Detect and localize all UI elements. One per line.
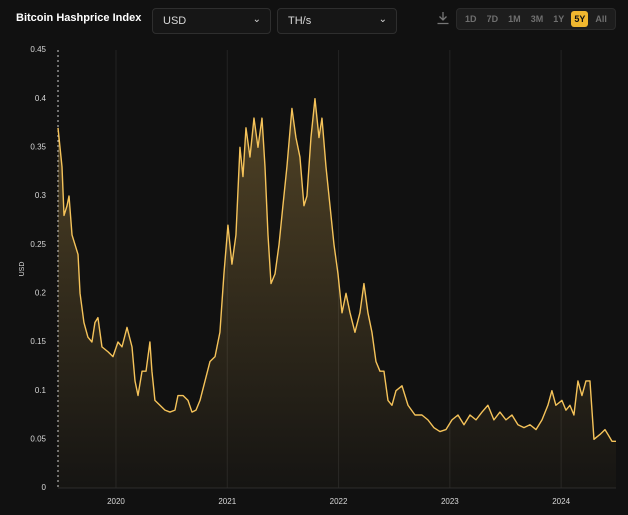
y-tick-label: 0.3 bbox=[35, 191, 47, 200]
x-tick-label: 2024 bbox=[552, 497, 570, 506]
chevron: ⌄ bbox=[252, 14, 261, 25]
y-tick-label: 0.05 bbox=[30, 434, 46, 443]
y-tick-label: 0.4 bbox=[35, 94, 47, 103]
chevron: ⌄ bbox=[378, 14, 387, 25]
range-button[interactable]: 1Y bbox=[553, 14, 565, 24]
unit-value: TH/s bbox=[288, 15, 312, 27]
x-tick-label: 2022 bbox=[330, 497, 348, 506]
range-button[interactable]: 3M bbox=[530, 14, 544, 24]
range-button[interactable]: 5Y bbox=[571, 11, 589, 27]
y-tick-label: 0.45 bbox=[30, 45, 46, 54]
line bbox=[57, 97, 616, 442]
range-selector: 1D 7D 1M 3M 1Y 5Y All bbox=[456, 8, 616, 30]
unit-dropdown[interactable]: TH/s ⌄ bbox=[277, 8, 397, 34]
y-tick-label: 0.2 bbox=[35, 288, 47, 297]
y-tick-label: 0.15 bbox=[30, 337, 46, 346]
x-tick-label: 2020 bbox=[107, 497, 125, 506]
x-tick-label: 2021 bbox=[218, 497, 236, 506]
range-button[interactable]: 7D bbox=[486, 14, 499, 24]
x-tick-label: 2023 bbox=[441, 497, 459, 506]
download-icon[interactable] bbox=[436, 11, 450, 25]
currency-dropdown[interactable]: USD ⌄ bbox=[152, 8, 271, 34]
range-button[interactable]: All bbox=[595, 14, 607, 24]
y-tick-label: 0.25 bbox=[30, 240, 46, 249]
range-button[interactable]: 1M bbox=[508, 14, 521, 24]
y-axis-label: USD bbox=[19, 262, 26, 277]
y-tick-label: 0 bbox=[42, 483, 47, 492]
area-fill bbox=[58, 98, 616, 489]
currency-value: USD bbox=[163, 15, 187, 27]
y-tick-label: 0.35 bbox=[30, 142, 46, 151]
chart-title: Bitcoin Hashprice Index bbox=[16, 12, 142, 24]
range-button[interactable]: 1D bbox=[465, 14, 477, 24]
y-tick-label: 0.1 bbox=[35, 386, 47, 395]
